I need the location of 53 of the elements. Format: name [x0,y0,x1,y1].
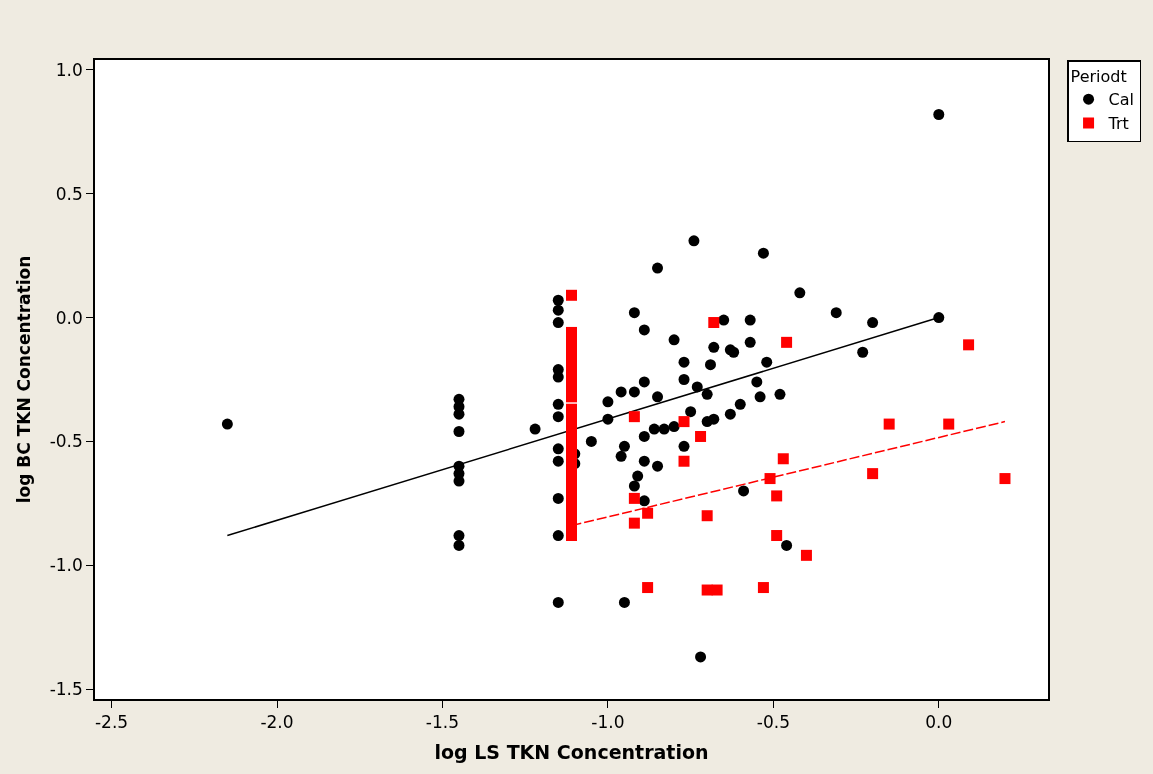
x-tick-label: -0.5 [756,712,790,733]
point [566,391,577,403]
point [771,490,783,502]
point [701,584,713,596]
y-tick-label: -0.5 [49,431,83,452]
point [883,418,895,430]
point [711,584,723,596]
y-axis-title: log BC TKN Concentration [13,255,34,504]
point [999,473,1011,485]
point [566,381,577,393]
x-axis-title: log LS TKN Concentration [434,741,709,764]
point [678,455,690,467]
point [781,336,793,348]
point [628,411,640,423]
point [678,416,690,428]
point [628,517,640,529]
point [642,582,654,594]
y-tick-label: -1.5 [49,679,83,700]
point [628,492,640,504]
y-tick-label: 1.0 [55,59,83,80]
point [566,490,577,502]
point [800,549,812,561]
point [566,530,577,542]
legend-label: Cal [1108,90,1134,110]
point [566,500,577,512]
y-tick-label: 0.0 [55,307,83,328]
point [566,361,577,373]
y-tick-label: -1.0 [49,555,83,576]
point [566,289,577,301]
point [566,440,577,452]
x-tick-label: -1.0 [591,712,625,733]
point [943,418,955,430]
point [566,450,577,462]
x-tick-label: -2.5 [94,712,129,733]
point [963,339,975,351]
point [566,510,577,522]
x-tick-label: 0.0 [925,712,953,733]
legend-title: Periodt [1070,67,1127,87]
point [771,530,783,542]
point [566,470,577,482]
point [701,510,713,522]
x-tick-label: -2.0 [260,712,294,733]
point [867,468,879,480]
legend-label: Trt [1107,114,1129,134]
point [695,430,707,442]
x-tick-label: -1.5 [425,712,460,733]
point [708,317,720,329]
point [777,453,789,465]
point [757,582,769,594]
point [566,351,577,363]
y-tick-label: 0.5 [55,183,83,204]
point [642,507,654,519]
point [566,460,577,472]
